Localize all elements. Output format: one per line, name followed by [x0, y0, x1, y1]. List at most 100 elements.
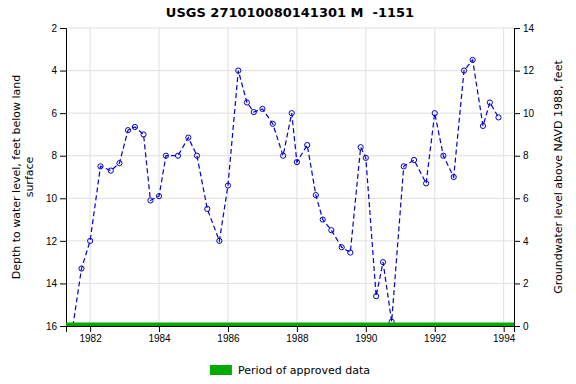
legend: Period of approved data [210, 364, 370, 377]
tick: 14 [514, 23, 535, 34]
legend-label: Period of approved data [238, 364, 370, 377]
marker [225, 183, 230, 188]
tick-label: 12 [523, 65, 535, 76]
tick-label: 0 [523, 321, 529, 332]
tick-label: 4 [51, 65, 57, 76]
tick-label: 8 [51, 150, 57, 161]
marker [487, 100, 492, 105]
marker [175, 153, 180, 158]
y-axis: 2 4 6 8 10 12 14 16 [46, 23, 67, 332]
tick-label: 4 [523, 236, 529, 247]
marker [141, 132, 146, 137]
tick-label: 14 [46, 278, 58, 289]
tick: 1984 [148, 326, 171, 344]
x-axis: 1982 1984 1986 1988 1990 1992 1994 [67, 326, 516, 344]
tick-mark [60, 283, 66, 284]
marker [294, 160, 299, 165]
tick: 12 [46, 236, 66, 247]
grid-line [159, 28, 160, 326]
grid [66, 28, 514, 326]
tick-mark [435, 326, 436, 332]
tick: 2 [51, 23, 66, 34]
axis-line [515, 29, 521, 327]
tick-mark [90, 326, 91, 332]
marker [281, 153, 286, 158]
axis-line [67, 327, 515, 333]
tick: 6 [514, 193, 529, 204]
tick-mark [159, 326, 160, 332]
grid-line [296, 28, 297, 326]
marker [480, 123, 485, 128]
marker [108, 168, 113, 173]
y2-axis-title: Groundwater level above NAVD 1988, feet [552, 60, 565, 294]
tick-label: 12 [46, 236, 58, 247]
marker [451, 174, 456, 179]
tick: 12 [514, 65, 535, 76]
marker [424, 181, 429, 186]
tick: 16 [46, 321, 66, 332]
marker [339, 245, 344, 250]
tick-label: 10 [46, 193, 58, 204]
tick: 10 [46, 193, 66, 204]
approved-bar [66, 323, 514, 327]
tick-label: 1992 [424, 333, 447, 344]
marker [148, 198, 153, 203]
tick-mark [514, 326, 520, 327]
marker [305, 142, 310, 147]
tick: 1990 [355, 326, 378, 344]
tick-label: 1994 [493, 333, 516, 344]
marker [432, 111, 437, 116]
tick-mark [60, 241, 66, 242]
tick-label: 16 [46, 321, 58, 332]
tick: 1982 [79, 326, 102, 344]
tick: 1986 [217, 326, 240, 344]
grid-line [66, 155, 514, 156]
marker [260, 106, 265, 111]
tick-mark [60, 156, 66, 157]
marker [461, 68, 466, 73]
tick-label: 10 [523, 108, 535, 119]
marker [313, 192, 318, 197]
tick-mark [514, 28, 520, 29]
marker [132, 124, 137, 129]
marker [156, 194, 161, 199]
marker [320, 217, 325, 222]
grid-line [434, 28, 435, 326]
tick: 1988 [286, 326, 309, 344]
marks [66, 57, 514, 326]
marker [441, 153, 446, 158]
marker [98, 164, 103, 169]
grid-line [66, 283, 514, 284]
grid-line [66, 198, 514, 199]
tick-label: 1988 [286, 333, 309, 344]
tick: 8 [514, 150, 529, 161]
marker [79, 266, 84, 271]
marker [125, 128, 130, 133]
marker [163, 153, 168, 158]
tick: 1994 [493, 326, 516, 344]
marker [270, 121, 275, 126]
tick-mark [297, 326, 298, 332]
marker [358, 145, 363, 150]
grid-line [66, 70, 514, 71]
tick-label: 6 [51, 108, 57, 119]
marker [88, 238, 93, 243]
tick-mark [366, 326, 367, 332]
grid-line [66, 28, 514, 29]
marker [244, 100, 249, 105]
tick-mark [228, 326, 229, 332]
tick-mark [60, 71, 66, 72]
tick: 14 [46, 278, 66, 289]
grid-line [503, 28, 504, 326]
legend-item: Period of approved data [210, 364, 370, 377]
grid-line [365, 28, 366, 326]
tick-mark [60, 198, 66, 199]
tick-mark [514, 113, 520, 114]
marker [329, 228, 334, 233]
tick: 0 [514, 321, 529, 332]
tick-mark [514, 71, 520, 72]
plot: 1982 1984 1986 1988 1990 1992 1994 2 4 6 8 10 12 14 16… [10, 23, 565, 344]
tick: 1992 [424, 326, 447, 344]
title: USGS 271010080141301 M -1151 [166, 5, 414, 20]
marker [217, 238, 222, 243]
